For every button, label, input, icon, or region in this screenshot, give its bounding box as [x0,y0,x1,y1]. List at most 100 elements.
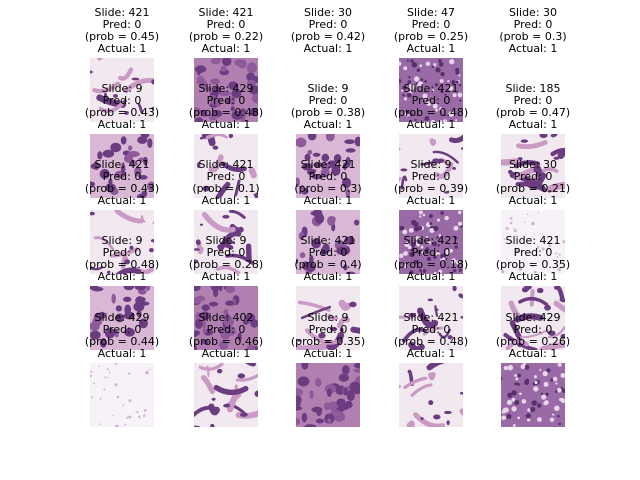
panel-caption: Slide: 421 Pred: 0 (prob = 0.4) Actual: 1 [273,235,383,283]
caption-slide: Slide: 421 [94,6,150,19]
caption-prob: (prob = 0.44) [84,335,160,348]
caption-prob: (prob = 0.18) [393,258,469,271]
caption-actual: Actual: 1 [97,270,147,283]
panel-caption: Slide: 429 Pred: 0 (prob = 0.44) Actual: 1 [67,312,177,360]
tissue-patch [194,210,258,274]
tissue-patch-graphic [194,286,258,350]
caption-prob: (prob = 0.22) [188,30,264,43]
caption-slide: Slide: 9 [307,311,349,324]
caption-pred: Pred: 0 [102,18,142,31]
tissue-patch [90,286,154,350]
caption-actual: Actual: 1 [406,42,456,55]
tissue-patch [501,210,565,274]
caption-slide: Slide: 421 [403,82,459,95]
panel-caption: Slide: 47 Pred: 0 (prob = 0.25) Actual: 1 [376,7,486,55]
caption-pred: Pred: 0 [308,323,348,336]
caption-slide: Slide: 421 [300,158,356,171]
caption-pred: Pred: 0 [513,94,553,107]
caption-actual: Actual: 1 [303,270,353,283]
caption-pred: Pred: 0 [102,170,142,183]
panel-caption: Slide: 421 Pred: 0 (prob = 0.45) Actual: 1 [67,7,177,55]
panel-caption: Slide: 9 Pred: 0 (prob = 0.43) Actual: 1 [67,83,177,131]
tissue-patch-graphic [296,210,360,274]
caption-slide: Slide: 30 [508,6,558,19]
caption-pred: Pred: 0 [102,246,142,259]
panel-caption: Slide: 30 Pred: 0 (prob = 0.3) Actual: 1 [478,7,588,55]
caption-prob: (prob = 0.42) [290,30,366,43]
caption-prob: (prob = 0.38) [290,106,366,119]
panel-caption: Slide: 421 Pred: 0 (prob = 0.35) Actual: 1 [478,235,588,283]
caption-slide: Slide: 30 [303,6,353,19]
tissue-patch-graphic [296,58,360,122]
tissue-patch-graphic [90,286,154,350]
tissue-patch-graphic [90,363,154,427]
caption-pred: Pred: 0 [513,323,553,336]
caption-actual: Actual: 1 [508,118,558,131]
caption-slide: Slide: 9 [101,234,143,247]
caption-pred: Pred: 0 [308,18,348,31]
caption-pred: Pred: 0 [206,246,246,259]
caption-actual: Actual: 1 [303,194,353,207]
caption-slide: Slide: 421 [198,158,254,171]
panel-caption: Slide: 421 Pred: 0 (prob = 0.18) Actual: 1 [376,235,486,283]
caption-actual: Actual: 1 [508,270,558,283]
caption-prob: (prob = 0.35) [290,335,366,348]
caption-slide: Slide: 9 [410,158,452,171]
caption-slide: Slide: 429 [94,311,150,324]
caption-slide: Slide: 185 [505,82,561,95]
tissue-patch [399,58,463,122]
caption-actual: Actual: 1 [201,118,251,131]
caption-pred: Pred: 0 [411,18,451,31]
tissue-patch-graphic [194,363,258,427]
caption-prob: (prob = 0.39) [393,182,469,195]
caption-slide: Slide: 421 [94,158,150,171]
panel-caption: Slide: 9 Pred: 0 (prob = 0.28) Actual: 1 [171,235,281,283]
tissue-patch-graphic [399,58,463,122]
tissue-patch-graphic [296,363,360,427]
caption-pred: Pred: 0 [411,323,451,336]
panel-caption: Slide: 429 Pred: 0 (prob = 0.48) Actual: 1 [171,83,281,131]
panel-caption: Slide: 429 Pred: 0 (prob = 0.26) Actual: 1 [478,312,588,360]
caption-slide: Slide: 9 [205,234,247,247]
caption-actual: Actual: 1 [201,270,251,283]
tissue-patch [194,363,258,427]
tissue-patch [90,58,154,122]
caption-pred: Pred: 0 [206,18,246,31]
caption-pred: Pred: 0 [206,94,246,107]
tissue-patch [296,286,360,350]
panel-caption: Slide: 185 Pred: 0 (prob = 0.47) Actual: 1 [478,83,588,131]
panel-caption: Slide: 421 Pred: 0 (prob = 0.43) Actual: 1 [67,159,177,207]
tissue-patch [296,363,360,427]
caption-pred: Pred: 0 [411,94,451,107]
tissue-patch-graphic [399,134,463,198]
tissue-patch [399,210,463,274]
caption-pred: Pred: 0 [308,170,348,183]
tissue-patch-graphic [194,58,258,122]
tissue-patch-graphic [296,286,360,350]
tissue-patch [501,58,565,122]
caption-slide: Slide: 9 [307,82,349,95]
tissue-patch [399,134,463,198]
tissue-patch-graphic [194,210,258,274]
caption-actual: Actual: 1 [303,347,353,360]
tissue-patch [399,363,463,427]
panel-caption: Slide: 30 Pred: 0 (prob = 0.42) Actual: 1 [273,7,383,55]
caption-prob: (prob = 0.3) [499,30,567,43]
panel-caption: Slide: 402 Pred: 0 (prob = 0.46) Actual: 1 [171,312,281,360]
caption-prob: (prob = 0.45) [84,30,160,43]
caption-prob: (prob = 0.26) [495,335,571,348]
caption-prob: (prob = 0.4) [294,258,362,271]
caption-prob: (prob = 0.48) [84,258,160,271]
caption-slide: Slide: 402 [198,311,254,324]
caption-prob: (prob = 0.35) [495,258,571,271]
tissue-patch [90,363,154,427]
caption-prob: (prob = 0.48) [188,106,264,119]
caption-slide: Slide: 421 [300,234,356,247]
panel-caption: Slide: 9 Pred: 0 (prob = 0.35) Actual: 1 [273,312,383,360]
caption-pred: Pred: 0 [206,170,246,183]
tissue-patch [90,210,154,274]
caption-actual: Actual: 1 [508,347,558,360]
panel-caption: Slide: 421 Pred: 0 (prob = 0.48) Actual: 1 [376,312,486,360]
caption-prob: (prob = 0.43) [84,106,160,119]
caption-pred: Pred: 0 [206,323,246,336]
